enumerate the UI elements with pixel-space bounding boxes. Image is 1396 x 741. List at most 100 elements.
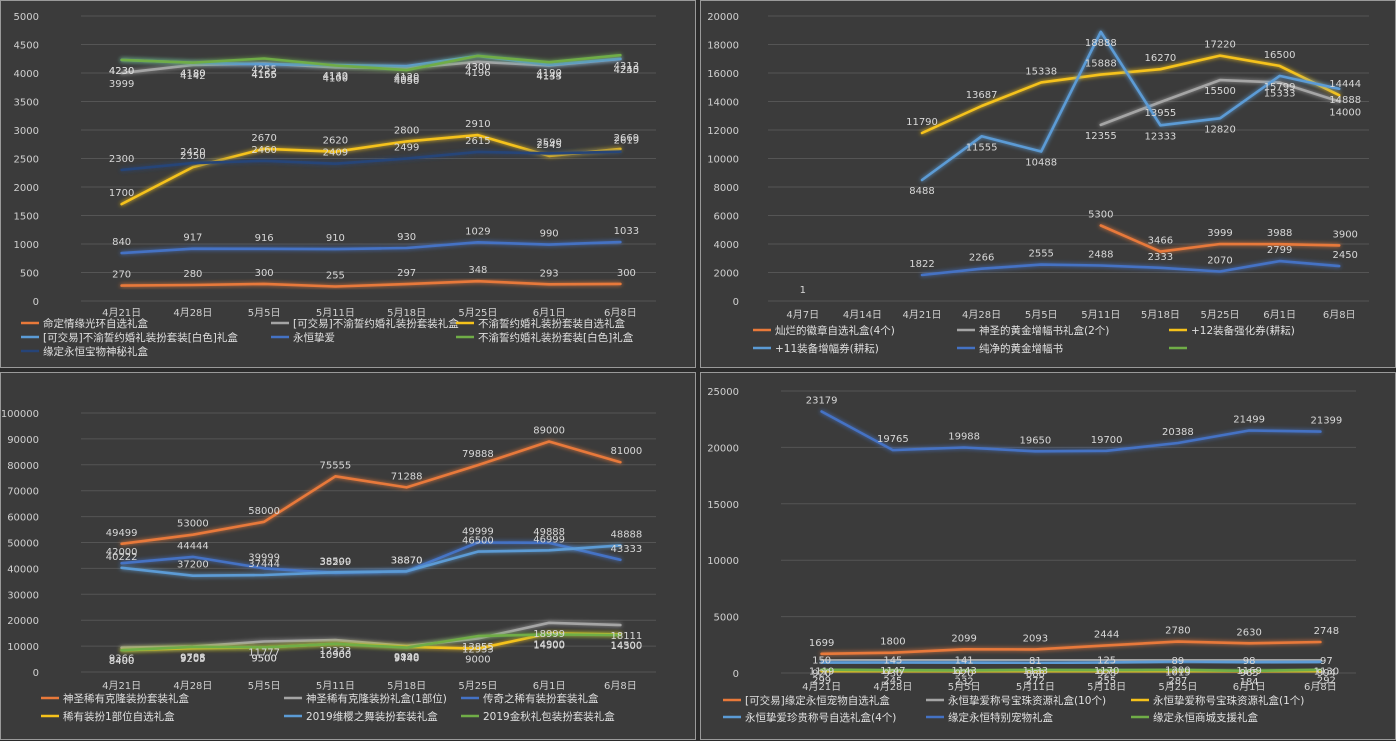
series-line <box>920 54 1341 135</box>
series-line <box>120 150 622 172</box>
data-label: 38500 <box>319 556 351 567</box>
data-label: 12355 <box>1085 131 1117 142</box>
data-label: 98 <box>1243 656 1256 667</box>
data-label: 255 <box>1097 676 1116 687</box>
data-label: 4230 <box>109 66 134 77</box>
data-label: 292 <box>1317 676 1336 687</box>
y-tick-label: 1500 <box>14 212 39 223</box>
data-label: 4180 <box>180 69 205 80</box>
y-tick-label: 50000 <box>7 539 39 550</box>
data-label: 21499 <box>1233 414 1265 425</box>
data-label: 18999 <box>533 629 565 640</box>
data-label: 270 <box>112 270 131 281</box>
series-line <box>120 53 622 72</box>
data-label: 2300 <box>109 154 134 165</box>
legend-label: [可交易]缘定永恒宠物自选礼盒 <box>745 694 890 707</box>
chart-panel-top-left: 0 500 1000 1500 2000 2500 3000 3500 4000 4500 5000… <box>0 0 696 368</box>
data-label: 11555 <box>966 142 998 153</box>
legend-label: 神圣的黄金增幅书礼盒(2个) <box>979 324 1109 337</box>
data-label: 12333 <box>1144 131 1176 142</box>
series-line <box>820 640 1322 656</box>
x-tick-label: 5月25日 <box>1200 309 1239 321</box>
series-line <box>920 30 1341 182</box>
data-label: 300 <box>255 268 274 279</box>
data-label: 79888 <box>462 449 494 460</box>
y-tick-label: 90000 <box>7 435 39 446</box>
legend-label: 2019维樱之舞装扮套装礼盒 <box>306 710 438 723</box>
chart-panel-top-right: 0 2000 4000 6000 8000 10000 12000 14000 16000 180… <box>700 0 1396 368</box>
data-label: 12820 <box>1204 124 1236 135</box>
data-label: 8400 <box>109 656 134 667</box>
data-label: 49999 <box>462 527 494 538</box>
data-label: 23179 <box>806 396 838 407</box>
data-label: 44444 <box>177 541 209 552</box>
y-tick-label: 2500 <box>14 155 39 166</box>
data-label: 9990 <box>394 652 419 663</box>
y-tick-label: 0 <box>33 668 39 679</box>
data-label: 4050 <box>394 76 419 87</box>
data-label: 916 <box>255 233 274 244</box>
data-label: 9705 <box>180 653 205 664</box>
data-label: 965 <box>1240 668 1259 679</box>
y-tick-label: 20000 <box>7 616 39 627</box>
line-chart-top-right: 0 2000 4000 6000 8000 10000 12000 14000 16000 180… <box>707 12 1369 355</box>
data-label: 10900 <box>319 650 351 661</box>
data-label: 4196 <box>465 68 490 79</box>
y-tick-label: 4000 <box>714 240 739 251</box>
line-chart-top-left: 0 500 1000 1500 2000 2500 3000 3500 4000 4500 5000… <box>14 12 656 358</box>
data-label: 4245 <box>614 65 639 76</box>
data-label: 4142 <box>180 71 205 82</box>
data-label: 917 <box>183 233 202 244</box>
data-label: 255 <box>326 270 345 281</box>
data-label: 2615 <box>465 136 490 147</box>
data-label: 15799 <box>1264 82 1296 93</box>
data-label: 1822 <box>909 259 934 270</box>
y-tick-label: 16000 <box>707 69 739 80</box>
data-label: 4313 <box>614 61 639 72</box>
x-tick-label: 6月8日 <box>1304 681 1337 693</box>
legend-label: 缘定永恒商城支援礼盒 <box>1153 711 1258 724</box>
data-label: 13855 <box>462 642 494 653</box>
data-label: 888 <box>1026 669 1045 680</box>
series-line <box>820 660 1322 665</box>
x-tick-label: 5月18日 <box>387 680 426 692</box>
x-tick-label: 5月5日 <box>1025 309 1058 321</box>
data-label: 1169 <box>1236 666 1261 677</box>
data-label: 9748 <box>394 653 419 664</box>
data-label: 2748 <box>1314 626 1339 637</box>
data-label: 1200 <box>1165 665 1190 676</box>
series-line <box>1099 78 1341 127</box>
data-label: 37200 <box>177 560 209 571</box>
data-label: 5300 <box>1088 209 1113 220</box>
y-tick-label: 60000 <box>7 513 39 524</box>
data-label: 14500 <box>533 640 565 651</box>
data-label: 1 <box>800 285 806 296</box>
data-label: 2620 <box>323 136 348 147</box>
x-tick-label: 6月1日 <box>533 307 566 319</box>
data-label: 16500 <box>1264 50 1296 61</box>
legend-label: 稀有装扮1部位自选礼盒 <box>63 710 175 723</box>
data-label: 2333 <box>1148 252 1173 263</box>
data-label: 994 <box>1317 668 1336 679</box>
data-label: 14000 <box>1329 108 1361 119</box>
y-tick-label: 500 <box>20 269 39 280</box>
data-label: 2488 <box>1088 250 1113 261</box>
data-label: 4250 <box>614 65 639 76</box>
y-tick-label: 5000 <box>14 12 39 23</box>
legend-label: 传奇之稀有装扮套装礼盒 <box>483 692 599 705</box>
data-label: 2460 <box>251 145 276 156</box>
data-label: 71288 <box>391 471 423 482</box>
data-label: 293 <box>540 268 559 279</box>
data-label: 125 <box>1097 656 1116 667</box>
data-label: 4255 <box>251 64 276 75</box>
data-label: 14888 <box>1329 95 1361 106</box>
data-label: 9788 <box>180 653 205 664</box>
data-label: 232 <box>955 676 974 687</box>
data-label: 43333 <box>610 544 642 555</box>
data-label: 1029 <box>465 226 490 237</box>
series-line <box>120 279 622 288</box>
y-tick-label: 20000 <box>707 443 739 454</box>
data-label: 1130 <box>1314 666 1339 677</box>
legend-label: 永恒挚爱称号宝珠资源礼盒(1个) <box>1153 694 1304 707</box>
legend-label: 永恒挚爱 <box>293 331 335 344</box>
